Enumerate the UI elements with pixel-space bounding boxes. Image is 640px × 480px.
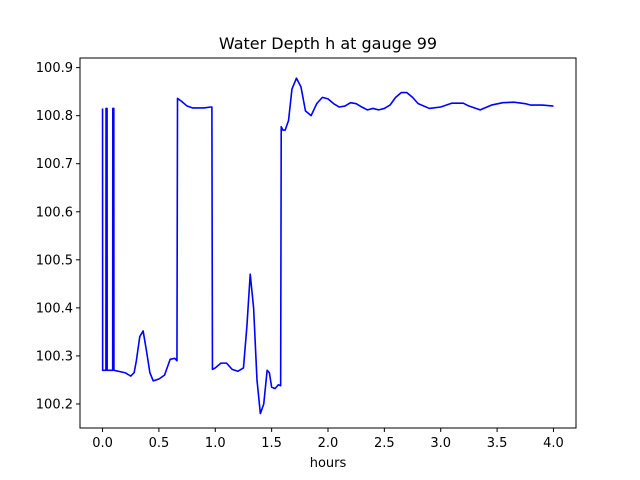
series-layer [101,77,554,415]
x-tick-label: 3.0 [430,436,451,451]
y-tick-label: 100.8 [36,109,73,124]
x-axis-ticks: 0.0 0.5 1.0 1.5 2.0 2.5 3.0 3.5 4.0 [92,428,564,451]
x-tick-label: 0.0 [92,436,113,451]
y-tick-label: 100.3 [36,349,73,364]
y-tick-label: 100.7 [36,157,73,172]
x-tick-label: 0.5 [149,436,170,451]
x-tick-label: 4.0 [543,436,564,451]
y-tick-label: 100.2 [36,397,73,412]
x-axis-label: hours [310,456,347,471]
x-tick-label: 2.5 [374,436,395,451]
x-tick-label: 1.0 [205,436,226,451]
y-tick-label: 100.6 [36,205,73,220]
x-tick-label: 2.0 [318,436,339,451]
y-tick-label: 100.4 [36,301,73,316]
y-axis-ticks: 100.2 100.3 100.4 100.5 100.6 100.7 100.8 100.9 [36,61,80,412]
series-line [101,77,554,415]
y-tick-label: 100.5 [36,253,73,268]
y-tick-label: 100.9 [36,61,73,76]
axes-frame [79,57,577,429]
x-tick-label: 3.5 [487,436,508,451]
x-tick-label: 1.5 [261,436,282,451]
chart-title: Water Depth h at gauge 99 [219,34,437,53]
